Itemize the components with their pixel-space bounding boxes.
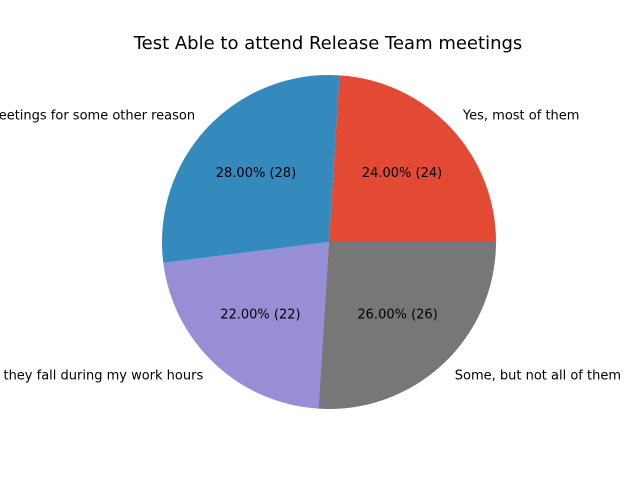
pie-slice-1: [162, 75, 340, 263]
pie-slices: [162, 75, 496, 409]
slice-percent-label-2: 22.00% (22): [220, 308, 300, 323]
slice-label-0: Yes, most of them: [462, 109, 580, 124]
slice-percent-label-3: 26.00% (26): [357, 308, 437, 323]
slice-label-1: No, I can't make meetings for some other…: [0, 109, 195, 124]
slice-percent-label-0: 24.00% (24): [362, 166, 442, 181]
pie-labels: Yes, most of them 24.00% (24) No, I can't …: [0, 109, 621, 384]
slice-percent-label-1: 28.00% (28): [216, 166, 296, 181]
pie-slice-3: [318, 242, 496, 409]
chart-title: Test Able to attend Release Team meeting…: [133, 33, 523, 54]
slice-label-2: No, they fall during my work hours: [0, 368, 203, 383]
slice-label-3: Some, but not all of them: [455, 368, 621, 383]
pie-slice-2: [163, 242, 329, 409]
pie-slice-0: [329, 75, 496, 243]
